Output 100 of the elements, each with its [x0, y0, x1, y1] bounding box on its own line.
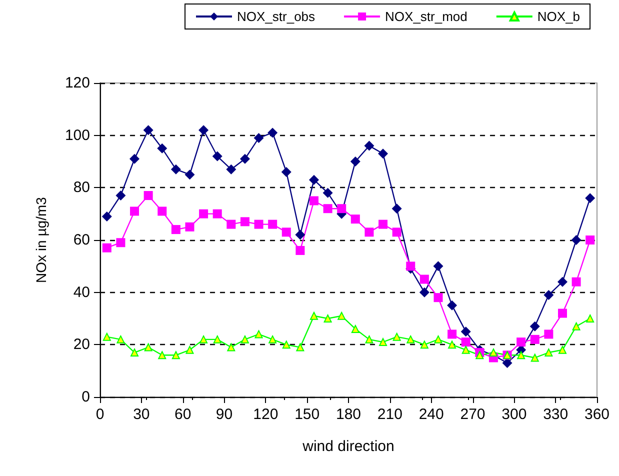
point [226, 220, 236, 229]
point [433, 261, 444, 272]
point [324, 314, 332, 322]
point [282, 228, 291, 237]
point [310, 312, 318, 320]
x-tick-label: 330 [543, 406, 568, 423]
point [116, 335, 125, 344]
point [544, 330, 554, 339]
point [308, 174, 319, 185]
x-tick-label: 360 [584, 406, 610, 423]
point [102, 243, 112, 252]
point [434, 293, 443, 302]
point [198, 125, 209, 136]
point [517, 351, 526, 360]
y-tick-label: 0 [82, 388, 90, 406]
y-axis-title: NOx in µg/m3 [33, 196, 49, 283]
point [447, 300, 458, 310]
point [461, 338, 470, 347]
point [420, 274, 429, 284]
point [184, 170, 195, 180]
point [199, 209, 208, 218]
legend-label: NOX_str_obs [237, 9, 316, 24]
point [516, 338, 526, 347]
point [296, 343, 304, 352]
point [268, 128, 278, 138]
point [226, 164, 236, 174]
x-tick-label: 150 [294, 406, 320, 423]
point [212, 209, 222, 218]
x-tick-label: 300 [502, 406, 527, 423]
point [476, 351, 484, 360]
point [586, 314, 594, 322]
point [254, 220, 264, 229]
point [254, 132, 264, 143]
y-tick-label: 60 [73, 232, 90, 248]
point [571, 235, 582, 245]
point [364, 140, 374, 151]
point [240, 335, 249, 344]
point [200, 335, 208, 344]
point [406, 262, 416, 271]
point [460, 326, 471, 337]
point [392, 228, 402, 237]
point [212, 151, 222, 162]
point [419, 287, 430, 298]
point [379, 338, 388, 346]
point [116, 238, 126, 248]
point [227, 343, 236, 352]
point [130, 154, 140, 164]
point [281, 166, 292, 177]
legend-label: NOX_b [537, 9, 580, 24]
point [254, 330, 263, 338]
point [309, 196, 318, 206]
point [171, 225, 180, 234]
legend-label: NOX_str_mod [385, 9, 468, 24]
point [489, 348, 498, 357]
x-tick-label: 240 [418, 406, 444, 423]
point [337, 204, 346, 214]
point [378, 220, 388, 229]
point [282, 340, 290, 349]
point [420, 340, 428, 349]
point [350, 214, 360, 224]
point [186, 346, 194, 354]
x-tick-label: 90 [216, 406, 233, 423]
x-tick-label: 60 [174, 406, 192, 423]
point [530, 321, 540, 332]
point [296, 246, 305, 255]
y-tick-label: 40 [73, 284, 90, 301]
point [572, 322, 580, 330]
point [268, 220, 278, 229]
point [585, 193, 596, 204]
point [143, 125, 154, 136]
point [322, 188, 333, 198]
point [572, 277, 581, 286]
point [172, 351, 180, 360]
point [557, 276, 568, 287]
point [586, 236, 595, 244]
point [338, 312, 346, 320]
point [102, 332, 111, 341]
x-tick-label: 120 [253, 406, 278, 423]
point [170, 164, 181, 174]
y-tick-label: 100 [64, 126, 90, 144]
point [144, 191, 153, 200]
point [240, 217, 250, 226]
point [558, 346, 566, 354]
point [378, 148, 388, 159]
x-axis-title: wind direction [302, 438, 394, 455]
point [144, 343, 152, 352]
point [350, 156, 360, 166]
point [406, 335, 415, 344]
x-tick-label: 180 [336, 406, 362, 423]
point [268, 335, 277, 344]
point [185, 222, 194, 232]
point [530, 334, 540, 344]
x-tick-label: 30 [133, 406, 150, 423]
point [295, 230, 306, 240]
point [462, 346, 470, 354]
point [434, 335, 442, 344]
point [558, 308, 567, 318]
point [530, 354, 539, 362]
point [116, 190, 126, 201]
point [213, 335, 222, 344]
